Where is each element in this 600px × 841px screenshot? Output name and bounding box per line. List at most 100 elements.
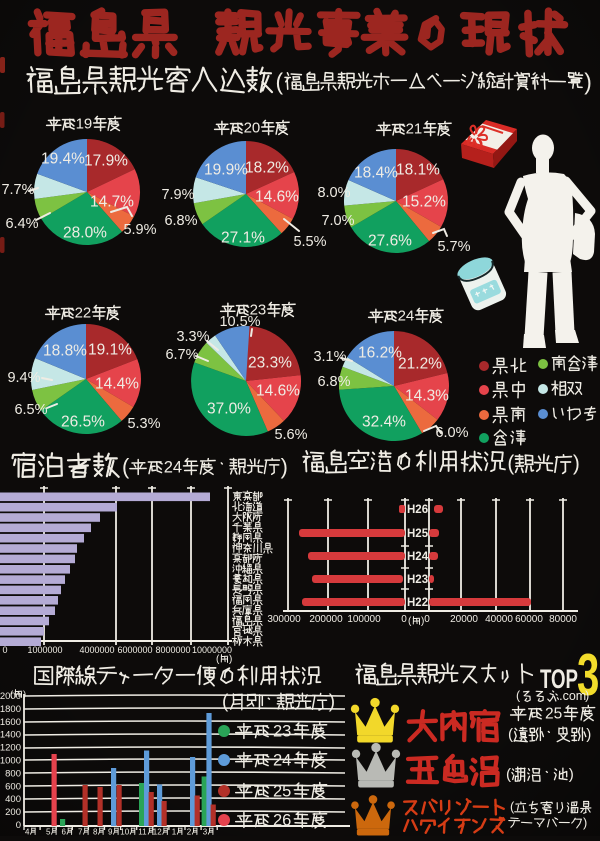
svg-text:3.1%: 3.1% [313,349,346,365]
svg-text:7: 7 [78,828,83,837]
svg-text:3.3%: 3.3% [176,329,209,345]
svg-text:1: 1 [172,828,177,837]
svg-text:32.4%: 32.4% [362,414,406,431]
svg-text:): ) [23,689,26,700]
svg-text:8: 8 [93,828,98,837]
svg-text:): ) [421,616,424,627]
svg-text:0: 0 [16,820,21,831]
svg-text:23: 23 [273,723,291,741]
svg-text:6.8%: 6.8% [317,374,350,390]
svg-text:26.5%: 26.5% [61,414,105,431]
svg-text:20000: 20000 [450,614,478,625]
svg-text:5.6%: 5.6% [274,427,307,443]
svg-text:26: 26 [273,812,291,830]
svg-text:0: 0 [424,614,430,625]
svg-text:24: 24 [398,308,415,325]
svg-text:8000000: 8000000 [155,645,190,655]
svg-text:14.6%: 14.6% [256,383,300,400]
svg-text:6.7%: 6.7% [165,347,198,363]
svg-text:(: ( [408,616,412,627]
svg-text:(: ( [10,689,14,700]
svg-text:.com: .com [559,689,586,703]
svg-text:19.4%: 19.4% [41,151,85,168]
svg-text:5.7%: 5.7% [437,239,470,255]
svg-text:15.2%: 15.2% [402,194,446,211]
svg-text:18.4%: 18.4% [354,165,398,182]
svg-text:(: ( [222,691,229,712]
svg-text:300000: 300000 [267,614,301,625]
svg-text:0: 0 [401,614,407,625]
svg-text:): ) [573,452,580,475]
svg-text:14.4%: 14.4% [95,376,139,393]
svg-text:8.0%: 8.0% [317,185,350,201]
svg-text:25: 25 [273,783,291,801]
svg-text:6.4%: 6.4% [5,216,38,232]
svg-text:1400: 1400 [0,730,21,741]
svg-text:19: 19 [76,116,93,133]
svg-text:25: 25 [545,706,562,723]
svg-text:7.7%: 7.7% [1,182,34,198]
svg-text:600: 600 [5,781,21,792]
svg-text:18.8%: 18.8% [43,343,87,360]
svg-text:14.3%: 14.3% [405,388,449,405]
svg-text:6: 6 [62,828,67,837]
svg-text:(: ( [508,726,513,743]
svg-text:23.3%: 23.3% [248,355,292,372]
svg-text:40000: 40000 [485,614,513,625]
svg-text:800: 800 [5,768,21,779]
svg-text:TOP: TOP [540,664,578,694]
svg-text:12: 12 [153,828,162,837]
svg-text:27.6%: 27.6% [368,233,412,250]
svg-text:H26: H26 [407,504,428,516]
svg-text:2: 2 [187,828,192,837]
svg-text:5.9%: 5.9% [123,222,156,238]
svg-text:4: 4 [25,828,30,837]
svg-text:2000: 2000 [0,691,21,702]
svg-text:H24: H24 [407,551,429,563]
svg-text:200000: 200000 [309,614,343,625]
svg-text:): ) [281,454,288,479]
svg-text:400: 400 [5,794,21,805]
svg-text:): ) [329,691,335,712]
svg-text:6.8%: 6.8% [164,213,197,229]
svg-text:): ) [584,69,592,95]
svg-text:3: 3 [577,641,599,708]
svg-text:H23: H23 [407,574,428,586]
svg-text:14.7%: 14.7% [90,194,134,211]
svg-text:10: 10 [120,828,129,837]
svg-text:24: 24 [164,458,182,476]
svg-text:28.0%: 28.0% [63,225,107,242]
svg-text:10.5%: 10.5% [219,314,260,330]
svg-text:11: 11 [138,828,147,837]
svg-text:200: 200 [5,807,21,818]
svg-text:(: ( [122,454,130,479]
svg-text:9: 9 [108,828,113,837]
svg-text:): ) [585,689,589,703]
svg-text:5.3%: 5.3% [127,416,160,432]
svg-text:22: 22 [75,305,92,322]
svg-text:16.2%: 16.2% [358,345,402,362]
svg-text:14.6%: 14.6% [255,189,299,206]
svg-text:4000000: 4000000 [79,645,114,655]
svg-text:5: 5 [46,828,51,837]
svg-text:6.5%: 6.5% [14,402,47,418]
svg-text:21.2%: 21.2% [398,356,442,373]
svg-text:(: ( [510,799,515,814]
svg-text:1800: 1800 [0,704,21,715]
svg-text:(: ( [507,452,514,475]
svg-text:(: ( [506,766,511,783]
svg-text:H25: H25 [407,528,429,540]
svg-text:1000: 1000 [0,756,21,767]
svg-text:24: 24 [273,752,291,770]
svg-text:5.5%: 5.5% [293,234,326,250]
svg-text:1200: 1200 [0,743,21,754]
svg-text:(: ( [516,689,521,703]
svg-text:10000000: 10000000 [192,645,232,655]
svg-text:H22: H22 [407,597,428,609]
svg-text:): ) [583,815,587,830]
svg-text:0: 0 [2,645,7,655]
svg-text:60000: 60000 [515,614,543,625]
svg-text:100000: 100000 [347,614,381,625]
svg-text:7.0%: 7.0% [321,213,354,229]
svg-text:(: ( [216,654,220,665]
